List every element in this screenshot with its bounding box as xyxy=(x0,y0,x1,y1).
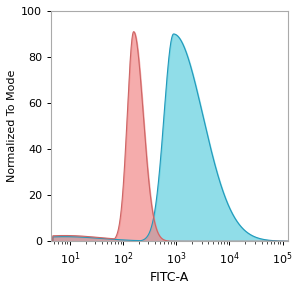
X-axis label: FITC-A: FITC-A xyxy=(150,271,189,284)
Y-axis label: Normalized To Mode: Normalized To Mode xyxy=(7,70,17,182)
